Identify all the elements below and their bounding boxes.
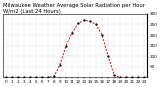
Text: Milwaukee Weather Average Solar Radiation per Hour W/m2 (Last 24 Hours): Milwaukee Weather Average Solar Radiatio… [3,3,145,14]
